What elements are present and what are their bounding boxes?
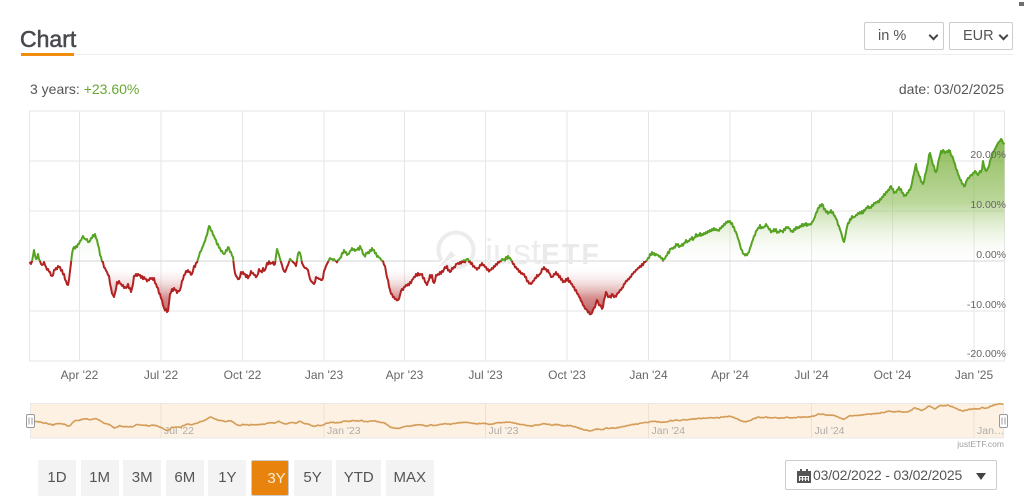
svg-text:10.00%: 10.00% — [970, 199, 1006, 211]
svg-text:0.00%: 0.00% — [976, 249, 1006, 261]
svg-text:Jan '23: Jan '23 — [327, 425, 361, 437]
svg-text:Jan '24: Jan '24 — [652, 425, 686, 437]
svg-text:Jul '23: Jul '23 — [468, 368, 503, 382]
svg-text:justETF.com: justETF.com — [956, 439, 1004, 449]
svg-text:20.00%: 20.00% — [970, 149, 1006, 161]
svg-text:Apr '23: Apr '23 — [386, 368, 424, 382]
svg-text:Jul '22: Jul '22 — [144, 368, 179, 382]
svg-text:Oct '23: Oct '23 — [548, 368, 586, 382]
svg-text:Jan '23: Jan '23 — [305, 368, 344, 382]
svg-text:Jan…: Jan… — [977, 425, 1004, 437]
svg-text:Jan '24: Jan '24 — [629, 368, 668, 382]
svg-text:Apr '22: Apr '22 — [61, 368, 99, 382]
svg-text:Jan '25: Jan '25 — [955, 368, 994, 382]
svg-text:Apr '24: Apr '24 — [711, 368, 749, 382]
svg-text:-20.00%: -20.00% — [967, 348, 1006, 360]
svg-text:Jul '24: Jul '24 — [815, 425, 845, 437]
svg-text:Jul '23: Jul '23 — [489, 425, 519, 437]
svg-text:-10.00%: -10.00% — [967, 299, 1006, 311]
svg-text:Oct '22: Oct '22 — [224, 368, 262, 382]
svg-text:Jul '24: Jul '24 — [794, 368, 829, 382]
svg-text:Oct '24: Oct '24 — [874, 368, 912, 382]
